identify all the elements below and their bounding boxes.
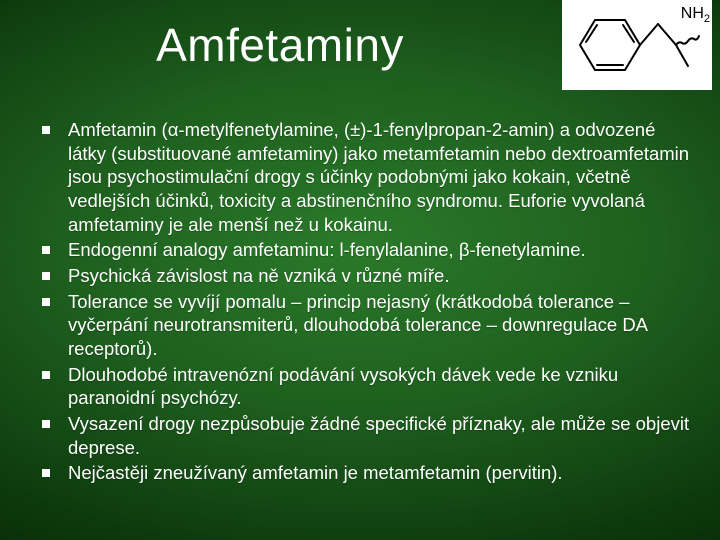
nh2-sub: 2 — [704, 13, 710, 25]
bullet-list: Amfetamin (α-metylfenetylamine, (±)-1-fe… — [34, 118, 696, 485]
nh2-label: NH — [681, 5, 704, 22]
list-item: Endogenní analogy amfetaminu: l-fenylala… — [34, 238, 696, 262]
amphetamine-structure-icon: NH2 — [562, 0, 712, 90]
title-row: Amfetaminy — [0, 0, 720, 108]
list-item: Tolerance se vyvíjí pomalu – princip nej… — [34, 290, 696, 361]
bullet-text: Dlouhodobé intravenózní podávání vysokýc… — [68, 364, 618, 409]
bullet-text: Endogenní analogy amfetaminu: l-fenylala… — [68, 239, 586, 260]
list-item: Dlouhodobé intravenózní podávání vysokýc… — [34, 363, 696, 410]
bullet-text: Psychická závislost na ně vzniká v různé… — [68, 265, 449, 286]
list-item: Psychická závislost na ně vzniká v různé… — [34, 264, 696, 288]
chemical-structure: NH2 — [562, 0, 712, 90]
list-item: Nejčastěji zneužívaný amfetamin je metam… — [34, 461, 696, 485]
slide-title: Amfetaminy — [0, 18, 560, 72]
slide: Amfetaminy — [0, 0, 720, 540]
bullet-text: Nejčastěji zneužívaný amfetamin je metam… — [68, 462, 563, 483]
list-item: Vysazení drogy nezpůsobuje žádné specifi… — [34, 412, 696, 459]
bullet-text: Tolerance se vyvíjí pomalu – princip nej… — [68, 291, 647, 359]
content-area: Amfetamin (α-metylfenetylamine, (±)-1-fe… — [34, 118, 696, 487]
list-item: Amfetamin (α-metylfenetylamine, (±)-1-fe… — [34, 118, 696, 236]
bullet-text: Amfetamin (α-metylfenetylamine, (±)-1-fe… — [68, 119, 689, 235]
svg-text:NH2: NH2 — [681, 5, 710, 25]
bullet-text: Vysazení drogy nezpůsobuje žádné specifi… — [68, 413, 689, 458]
